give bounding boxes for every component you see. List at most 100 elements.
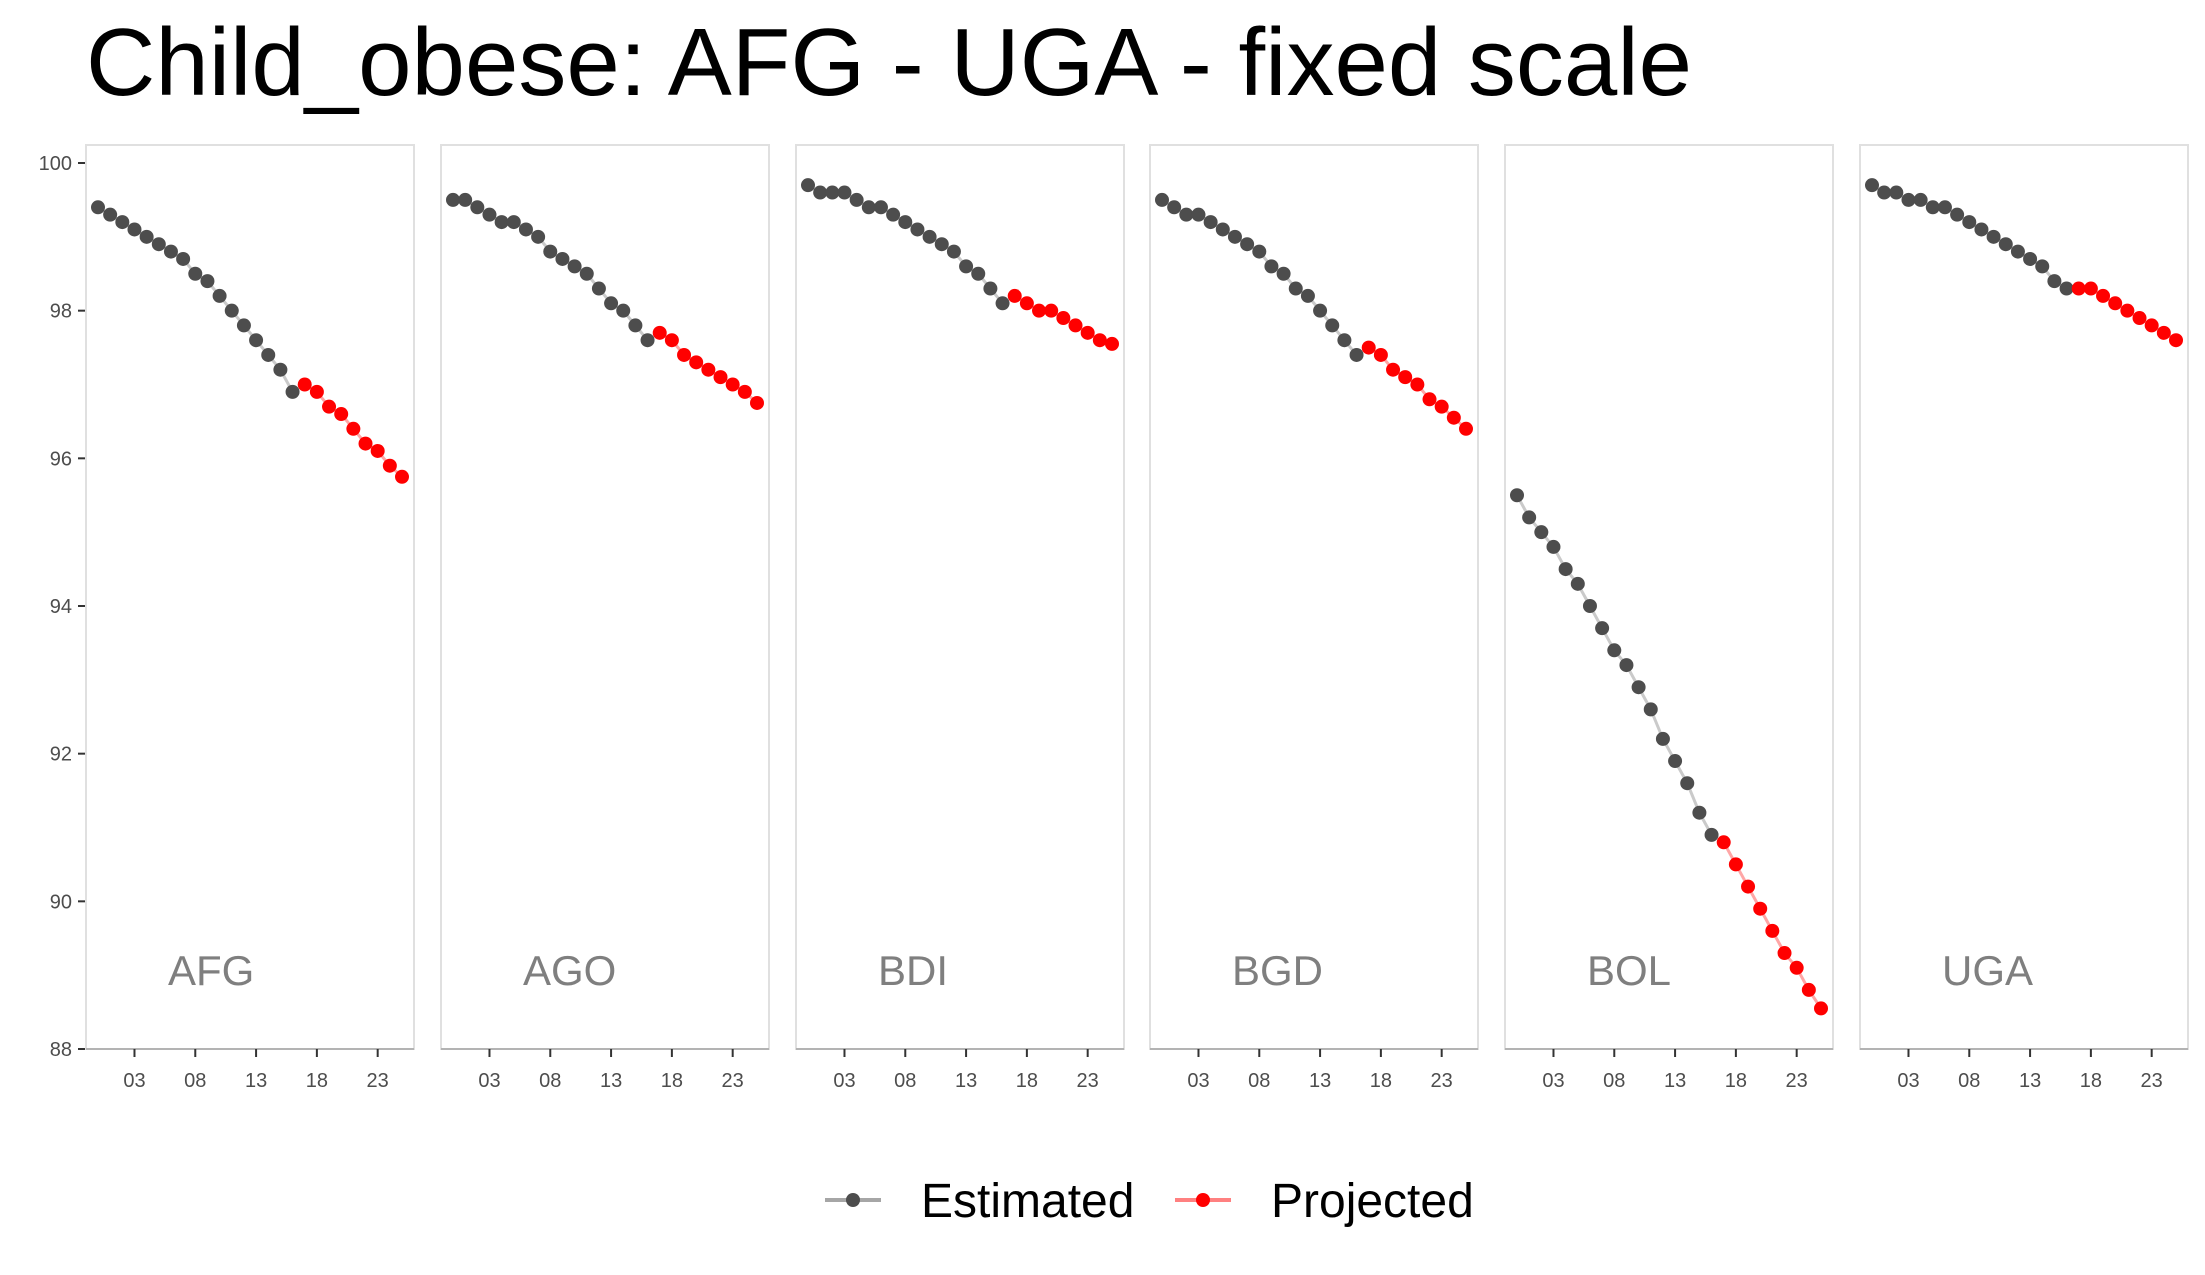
projected-point bbox=[1007, 288, 1022, 303]
x-tick-label: 03 bbox=[123, 1070, 145, 1092]
projected-point bbox=[750, 395, 764, 410]
x-tick-label: 03 bbox=[478, 1070, 500, 1092]
estimated-point bbox=[1155, 192, 1169, 207]
estimated-point bbox=[1865, 178, 1879, 193]
y-axis: 88 90 92 94 96 98 100 bbox=[39, 145, 87, 1061]
facet-panel-bdi: 03 08 13 18 23 BDI bbox=[795, 144, 1125, 1092]
estimated-point bbox=[801, 178, 815, 193]
y-tick-label: 100 bbox=[39, 153, 72, 175]
x-tick-label: 18 bbox=[306, 1070, 328, 1092]
estimated-point bbox=[1510, 488, 1524, 503]
estimated-point bbox=[494, 215, 509, 230]
panel-border bbox=[440, 144, 770, 1050]
projected-point bbox=[1105, 336, 1119, 351]
projected-point bbox=[1789, 960, 1804, 975]
projected-point bbox=[1728, 857, 1743, 872]
x-tick-label: 08 bbox=[184, 1070, 206, 1092]
y-tick-label: 94 bbox=[50, 596, 72, 618]
projected-point bbox=[1044, 303, 1059, 318]
panel-border bbox=[1504, 144, 1834, 1050]
projected-point bbox=[2156, 325, 2171, 340]
estimated-point bbox=[115, 215, 130, 230]
estimated-point bbox=[837, 185, 852, 200]
estimated-point bbox=[91, 200, 105, 215]
projected-point bbox=[713, 370, 728, 385]
x-tick-label: 08 bbox=[1248, 1070, 1270, 1092]
facet-label: BDI bbox=[878, 947, 948, 994]
estimated-point bbox=[2010, 244, 2025, 259]
x-tick-label: 23 bbox=[1431, 1070, 1453, 1092]
projected-point bbox=[1373, 347, 1388, 362]
estimated-point bbox=[543, 244, 558, 259]
x-tick-label: 23 bbox=[722, 1070, 744, 1092]
projected-point bbox=[737, 384, 752, 399]
estimated-point bbox=[873, 200, 888, 215]
facet-label: AGO bbox=[523, 947, 616, 994]
projected-point bbox=[2169, 333, 2183, 348]
estimated-point bbox=[1179, 207, 1194, 222]
projected-point bbox=[395, 469, 409, 484]
projected-point bbox=[1446, 410, 1461, 425]
x-tick-label: 18 bbox=[2080, 1070, 2102, 1092]
estimated-point bbox=[1901, 192, 1916, 207]
estimated-point bbox=[236, 318, 251, 333]
x-tick-label: 23 bbox=[2141, 1070, 2163, 1092]
estimated-point bbox=[249, 333, 264, 348]
estimated-point bbox=[176, 251, 191, 266]
estimated-point bbox=[910, 222, 925, 237]
estimated-line bbox=[807, 183, 1004, 305]
y-tick-label: 88 bbox=[50, 1039, 72, 1061]
estimated-point bbox=[1607, 643, 1622, 658]
estimated-point bbox=[995, 296, 1010, 311]
estimated-point bbox=[1937, 200, 1952, 215]
projected-point bbox=[1434, 399, 1449, 414]
projected-point bbox=[2132, 311, 2147, 326]
projected-point bbox=[1032, 303, 1047, 318]
panel-border bbox=[85, 144, 415, 1050]
x-tick-label: 13 bbox=[1309, 1070, 1331, 1092]
estimated-point bbox=[825, 185, 840, 200]
estimated-line bbox=[453, 198, 649, 342]
projected-point bbox=[1814, 1001, 1828, 1016]
estimated-point bbox=[640, 333, 655, 348]
estimated-point bbox=[1534, 525, 1549, 540]
projected-point bbox=[664, 333, 679, 348]
estimated-point bbox=[1680, 776, 1695, 791]
estimated-point bbox=[1655, 731, 1670, 746]
estimated-point bbox=[1264, 259, 1279, 274]
facet-label: UGA bbox=[1942, 947, 2033, 994]
estimated-point bbox=[188, 266, 203, 281]
x-tick-label: 03 bbox=[1187, 1070, 1209, 1092]
estimated-point bbox=[898, 215, 913, 230]
projected-point bbox=[1777, 946, 1792, 961]
estimated-point bbox=[2023, 251, 2038, 266]
projected-point bbox=[358, 436, 373, 451]
estimated-point bbox=[285, 384, 300, 399]
x-tick-label: 03 bbox=[833, 1070, 855, 1092]
projected-point bbox=[322, 399, 337, 414]
projected-point bbox=[1422, 392, 1437, 407]
chart-title: Child_obese: AFG - UGA - fixed scale bbox=[86, 9, 1693, 116]
facet-panel-bol: 03 08 13 18 23 BOL bbox=[1504, 144, 1834, 1092]
facet-label: AFG bbox=[168, 947, 254, 994]
estimated-point bbox=[1240, 237, 1255, 252]
x-tick-label: 18 bbox=[1725, 1070, 1747, 1092]
estimated-line bbox=[1161, 198, 1358, 356]
x-tick-label: 08 bbox=[539, 1070, 561, 1092]
projected-point bbox=[382, 458, 397, 473]
estimated-point bbox=[1558, 562, 1573, 577]
x-tick-label: 08 bbox=[1958, 1070, 1980, 1092]
projected-point bbox=[1410, 377, 1425, 392]
estimated-point bbox=[261, 347, 276, 362]
estimated-point bbox=[1325, 318, 1340, 333]
estimated-point bbox=[886, 207, 901, 222]
projected-point bbox=[1398, 370, 1413, 385]
projected-point bbox=[2120, 303, 2135, 318]
estimated-point bbox=[1582, 599, 1597, 613]
estimated-point bbox=[1522, 510, 1537, 525]
x-tick-label: 13 bbox=[2019, 1070, 2041, 1092]
estimated-point bbox=[1704, 827, 1719, 842]
estimated-point bbox=[1974, 222, 1989, 237]
estimated-point bbox=[555, 251, 570, 266]
facet-panel-afg: 03 08 13 18 23 AFG bbox=[85, 144, 415, 1092]
